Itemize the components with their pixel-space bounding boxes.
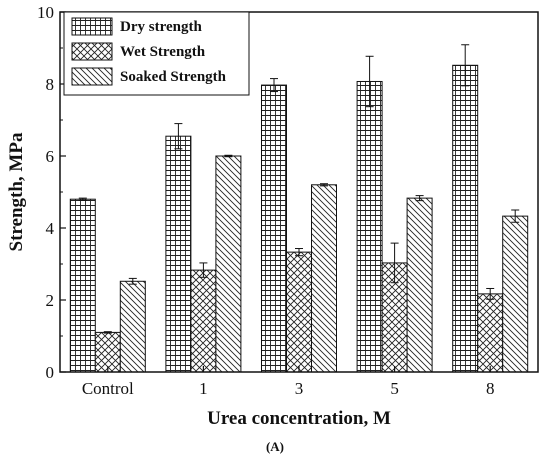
y-tick-label: 6 (46, 147, 55, 166)
x-tick-label: 1 (199, 379, 208, 398)
y-tick-label: 8 (46, 75, 55, 94)
bar (69, 198, 96, 373)
legend: Dry strength Wet Strength Soaked Strength (63, 11, 250, 96)
error-bars-layer (78, 44, 520, 334)
bar (406, 197, 433, 373)
x-tick-label: 5 (390, 379, 399, 398)
x-tick-label: 8 (486, 379, 495, 398)
x-tick-label: 3 (295, 379, 304, 398)
bar (452, 64, 479, 373)
bar (356, 80, 383, 373)
bars-layer (69, 64, 529, 373)
bar (502, 215, 529, 373)
bar (261, 84, 287, 373)
bar (477, 293, 504, 373)
legend-swatch (71, 42, 113, 61)
legend-swatch (71, 17, 113, 36)
bar (215, 155, 242, 373)
legend-swatch (71, 67, 113, 86)
y-tick-label: 4 (46, 219, 55, 238)
bar (286, 251, 312, 373)
figure-caption: (A) (266, 439, 284, 454)
y-tick-label: 0 (46, 363, 55, 382)
bar (94, 331, 121, 373)
y-tick-label: 10 (37, 3, 54, 22)
ticks-layer: Control 1 3 5 8 0 2 4 6 8 10 (37, 3, 494, 398)
bar (190, 269, 217, 373)
bar (311, 184, 337, 373)
x-tick-label: Control (82, 379, 134, 398)
bar (165, 135, 192, 373)
y-tick-label: 2 (46, 291, 55, 310)
y-axis-label: Strength, MPa (6, 132, 27, 251)
legend-label: Wet Strength (120, 44, 206, 60)
bar (119, 280, 146, 373)
legend-label: Soaked Strength (120, 69, 227, 85)
legend-label: Dry strength (120, 19, 202, 35)
x-axis-label: Urea concentration, M (207, 408, 391, 429)
